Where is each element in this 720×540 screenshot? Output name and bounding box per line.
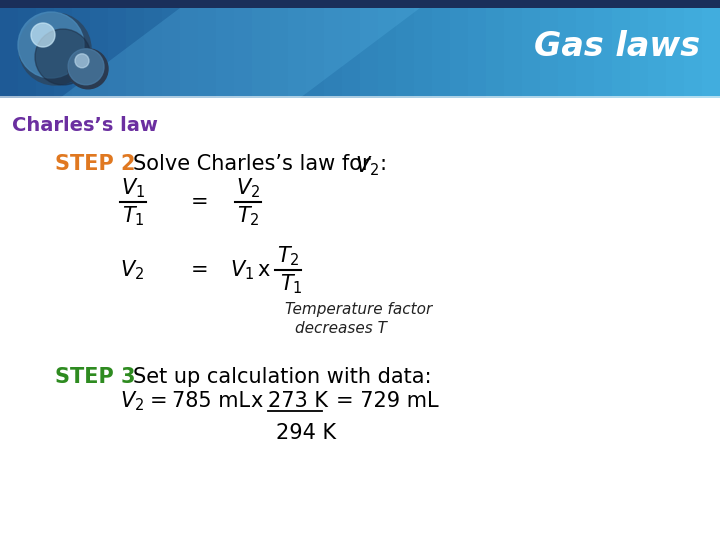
Text: x: x: [257, 260, 269, 280]
Bar: [0, 0, 720, 8]
Text: $\mathit{T}_1$: $\mathit{T}_1$: [122, 204, 144, 227]
Bar: [540, 8, 559, 98]
Text: $\mathit{V}_2$: $\mathit{V}_2$: [236, 177, 260, 200]
Bar: [306, 8, 325, 98]
Bar: [360, 8, 379, 98]
Bar: [666, 8, 685, 98]
Bar: [288, 8, 307, 98]
Bar: [216, 8, 235, 98]
Bar: [72, 8, 91, 98]
Text: STEP 3: STEP 3: [55, 367, 135, 387]
Text: Temperature factor: Temperature factor: [285, 302, 432, 317]
Bar: [468, 8, 487, 98]
Bar: [612, 8, 631, 98]
Text: =: =: [192, 192, 209, 212]
Bar: [0, 98, 720, 540]
Polygon shape: [60, 8, 420, 98]
Bar: [126, 8, 145, 98]
Bar: [504, 8, 523, 98]
Bar: [432, 8, 451, 98]
Bar: [486, 8, 505, 98]
Bar: [702, 8, 720, 98]
Bar: [270, 8, 289, 98]
Text: 785 mL: 785 mL: [172, 391, 250, 411]
Bar: [342, 8, 361, 98]
Bar: [144, 8, 163, 98]
Bar: [36, 8, 55, 98]
Text: $\mathit{V}_1$: $\mathit{V}_1$: [121, 177, 145, 200]
Text: =: =: [192, 260, 209, 280]
Bar: [90, 8, 109, 98]
Circle shape: [35, 29, 91, 85]
Text: $\mathit{V}_2$: $\mathit{V}_2$: [355, 154, 379, 178]
Circle shape: [31, 23, 55, 47]
Text: $\mathit{T}_2$: $\mathit{T}_2$: [276, 245, 300, 268]
Bar: [54, 8, 73, 98]
Text: Set up calculation with data:: Set up calculation with data:: [133, 367, 431, 387]
Circle shape: [68, 49, 104, 85]
Text: $\mathit{V}_2$: $\mathit{V}_2$: [120, 389, 144, 413]
Bar: [576, 8, 595, 98]
Text: $\mathit{T}_2$: $\mathit{T}_2$: [237, 204, 259, 227]
Text: :: :: [380, 154, 387, 174]
Text: decreases T: decreases T: [295, 321, 387, 336]
Circle shape: [18, 12, 84, 78]
Bar: [450, 8, 469, 98]
Bar: [180, 8, 199, 98]
Text: $\mathit{V}_1$: $\mathit{V}_1$: [230, 258, 254, 282]
Bar: [162, 8, 181, 98]
Circle shape: [75, 54, 89, 68]
Bar: [252, 8, 271, 98]
Bar: [414, 8, 433, 98]
Bar: [234, 8, 253, 98]
Bar: [108, 8, 127, 98]
Bar: [630, 8, 649, 98]
Bar: [594, 8, 613, 98]
Text: Solve Charles’s law for: Solve Charles’s law for: [133, 154, 377, 174]
Bar: [648, 8, 667, 98]
Text: $\mathit{V}_2$: $\mathit{V}_2$: [120, 258, 144, 282]
Circle shape: [19, 13, 91, 85]
Text: = 729 mL: = 729 mL: [336, 391, 438, 411]
Bar: [522, 8, 541, 98]
Bar: [18, 8, 37, 98]
Bar: [0, 8, 19, 98]
Bar: [0, 96, 720, 98]
Text: $\mathit{T}_1$: $\mathit{T}_1$: [279, 272, 302, 295]
Bar: [396, 8, 415, 98]
Bar: [684, 8, 703, 98]
Text: 294 K: 294 K: [276, 423, 336, 443]
Text: Charles’s law: Charles’s law: [12, 116, 158, 135]
Bar: [324, 8, 343, 98]
Circle shape: [68, 49, 108, 89]
Text: x: x: [250, 391, 262, 411]
Text: =: =: [150, 391, 168, 411]
Bar: [378, 8, 397, 98]
Bar: [198, 8, 217, 98]
Text: 273 K: 273 K: [268, 391, 328, 411]
Text: STEP 2: STEP 2: [55, 154, 135, 174]
Bar: [558, 8, 577, 98]
Text: Gas laws: Gas laws: [534, 30, 700, 64]
